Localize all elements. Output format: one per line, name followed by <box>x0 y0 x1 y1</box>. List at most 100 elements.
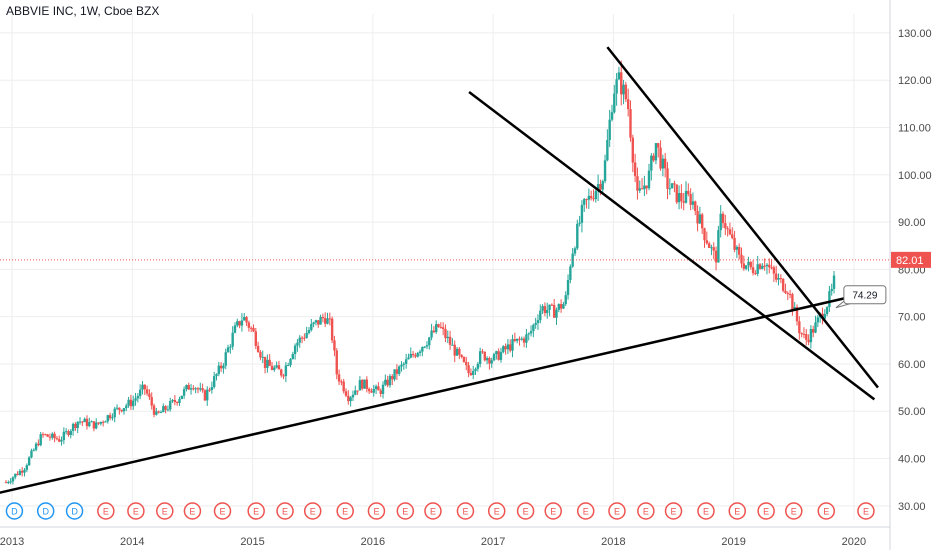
candle-body <box>284 365 288 377</box>
candle-body <box>754 273 757 275</box>
candle-body <box>9 481 12 483</box>
trendline-wedge-lower <box>468 91 876 401</box>
candle-body <box>515 338 519 341</box>
candle-body <box>340 381 343 383</box>
candle-body <box>763 265 766 267</box>
candle-body <box>587 195 591 200</box>
candle-body <box>740 254 743 264</box>
candle-body <box>772 267 776 274</box>
y-tick-label: 60.00 <box>898 359 926 371</box>
candle-body <box>506 344 510 350</box>
candle-body <box>321 316 325 319</box>
candle-body <box>546 309 549 314</box>
candle-body <box>206 389 209 401</box>
candle-body <box>347 395 350 402</box>
candle-body <box>155 411 158 415</box>
event-marker-label: E <box>282 507 288 517</box>
candle-body <box>562 304 565 309</box>
candle-body <box>768 264 771 268</box>
candle-body <box>603 160 607 182</box>
candle-body <box>744 265 748 269</box>
candle-body <box>677 193 681 203</box>
candle-body <box>7 482 10 484</box>
candle-body <box>187 385 190 390</box>
candle-body <box>541 306 544 311</box>
candle-body <box>793 307 796 310</box>
candle-body <box>680 193 683 202</box>
candle-body <box>529 331 533 334</box>
candle-body <box>758 264 762 269</box>
x-tick-label: 2016 <box>361 536 385 548</box>
candle-body <box>180 395 183 399</box>
candle-body <box>229 346 232 348</box>
candle-body <box>601 181 604 190</box>
candle-body <box>58 439 61 442</box>
candle-body <box>522 338 526 343</box>
candle-body <box>173 400 177 403</box>
candle-body <box>319 316 322 325</box>
candle-body <box>673 183 676 185</box>
candle-body <box>300 337 304 339</box>
candle-body <box>816 317 820 323</box>
earnings-marker <box>97 502 115 520</box>
event-marker-label: E <box>614 507 620 517</box>
candle-body <box>788 293 792 295</box>
candle-body <box>404 359 408 364</box>
earnings-marker <box>183 502 202 520</box>
candle-body <box>504 346 507 350</box>
candle-body <box>694 201 697 211</box>
candle-body <box>236 321 239 326</box>
y-tick-label: 70.00 <box>898 312 926 324</box>
candle-body <box>386 379 389 386</box>
candle-body <box>476 363 480 369</box>
earnings-marker <box>728 502 747 520</box>
candle-body <box>539 310 542 321</box>
candle-body <box>478 351 482 364</box>
candle-body <box>428 337 431 346</box>
candle-body <box>261 356 264 358</box>
candle-body <box>689 194 692 205</box>
event-marker-label: E <box>162 507 168 517</box>
candle-body <box>492 354 496 361</box>
candle-body <box>613 93 616 113</box>
event-marker-label: E <box>189 507 195 517</box>
candle-body <box>453 344 456 356</box>
candle-body <box>296 342 299 346</box>
candle-body <box>786 292 789 294</box>
candle-body <box>138 389 142 397</box>
event-marker-label: D <box>71 507 78 517</box>
earnings-marker <box>127 502 145 520</box>
candle-body <box>136 396 140 399</box>
candle-body <box>499 352 503 360</box>
candle-body <box>583 199 586 205</box>
candle-body <box>266 359 269 368</box>
candle-body <box>552 304 556 318</box>
event-marker-label: E <box>342 507 348 517</box>
candle-body <box>377 386 380 391</box>
x-tick-label: 2020 <box>842 536 866 548</box>
candle-body <box>85 418 89 427</box>
candle-body <box>97 422 100 424</box>
candle-body <box>127 399 130 406</box>
candle-body <box>34 443 38 450</box>
candle-body <box>243 317 246 321</box>
candle-body <box>650 155 653 171</box>
candle-body <box>351 394 355 398</box>
candle-body <box>670 183 674 189</box>
candle-body <box>92 421 96 429</box>
candle-body <box>555 309 558 318</box>
candle-body <box>469 372 473 375</box>
candle-body <box>76 421 79 429</box>
candle-body <box>90 421 93 423</box>
candle-body <box>578 222 581 224</box>
event-marker-label: E <box>494 507 500 517</box>
candle-body <box>62 431 66 441</box>
candle-body <box>698 214 702 224</box>
candle-body <box>411 353 415 356</box>
candle-body <box>599 184 602 190</box>
candle-body <box>647 170 651 189</box>
candle-body <box>367 388 371 392</box>
candle-body <box>566 280 570 296</box>
